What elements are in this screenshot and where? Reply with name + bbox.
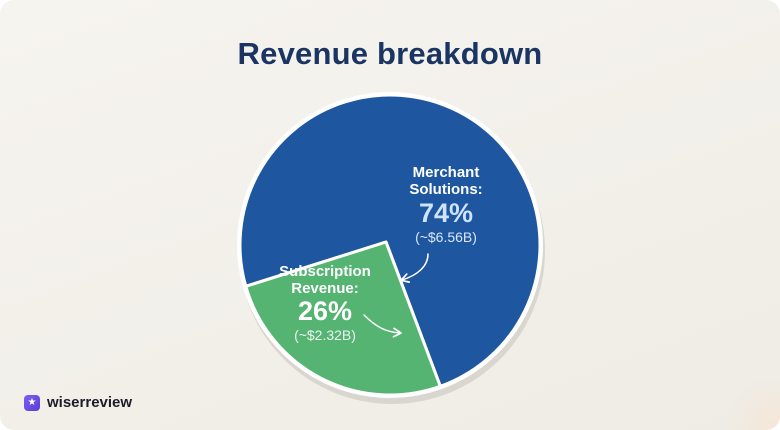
brand-name: wiserreview — [47, 394, 133, 411]
brand-logo: ★ wiserreview — [24, 394, 132, 411]
merchant-label-line-1: Merchant — [413, 164, 480, 181]
merchant-pointer-arrow-icon — [400, 253, 429, 283]
subscription-value-label: (~$2.32B) — [294, 327, 356, 343]
subscription-label-line-1: Subscription — [279, 263, 371, 280]
chart-title: Revenue breakdown — [237, 36, 543, 71]
subscription-percent-label: 26% — [298, 296, 352, 326]
pie-slice-merchant-solutions — [238, 93, 542, 388]
subscription-label-line-2: Revenue: — [291, 280, 359, 297]
pie-slice-subscription-revenue — [244, 240, 442, 397]
merchant-label-line-2: Solutions: — [409, 181, 482, 198]
subscription-pointer-arrow-icon — [363, 314, 402, 338]
merchant-value-label: (~$6.56B) — [415, 229, 477, 245]
star-badge-icon: ★ — [24, 394, 40, 411]
merchant-percent-label: 74% — [419, 198, 473, 228]
